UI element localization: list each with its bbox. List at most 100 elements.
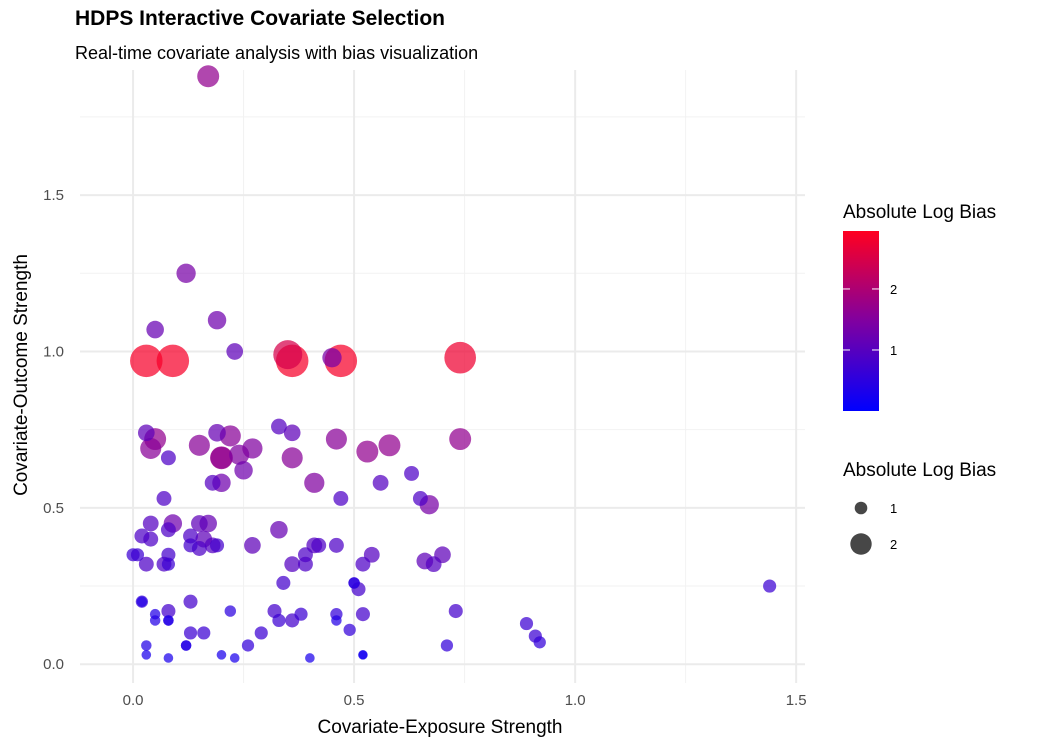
data-point (244, 537, 261, 554)
data-point (241, 639, 255, 652)
data-point (331, 615, 342, 626)
size-legend-key (854, 501, 868, 515)
chart-title: HDPS Interactive Covariate Selection (75, 7, 445, 30)
data-point (294, 607, 308, 621)
data-point (328, 537, 344, 553)
data-point (163, 653, 174, 663)
x-axis-title: Covariate-Exposure Strength (317, 717, 562, 738)
data-point (343, 623, 356, 636)
chart-subtitle: Real-time covariate analysis with bias v… (75, 43, 479, 63)
data-point (188, 434, 210, 456)
data-point (254, 626, 268, 640)
data-point (137, 424, 155, 442)
data-point (160, 522, 176, 538)
data-point (325, 428, 347, 450)
data-point (156, 491, 172, 506)
data-point (208, 424, 226, 442)
data-point (207, 310, 227, 330)
data-point (136, 596, 148, 607)
data-point (197, 626, 211, 640)
data-point (270, 520, 288, 539)
color-bar-ticks: 12 (843, 282, 897, 358)
data-point (183, 594, 198, 609)
data-point (126, 548, 140, 562)
size-legend-label: 1 (890, 501, 897, 516)
size-legend-entries: 12 (850, 501, 897, 555)
data-point (161, 604, 176, 619)
x-axis-ticks: 0.0 0.5 1.0 1.5 (123, 692, 807, 709)
data-point (234, 461, 253, 480)
color-bar (843, 231, 879, 411)
data-point (348, 577, 360, 589)
data-point (297, 547, 313, 563)
data-point (161, 557, 175, 571)
data-points (126, 65, 777, 663)
data-point (305, 653, 315, 663)
y-tick-label: 1.0 (43, 343, 64, 360)
legend: Absolute Log Bias 12 Absolute Log Bias 1… (843, 202, 996, 555)
data-point (216, 650, 227, 660)
data-point (191, 515, 208, 532)
data-point (160, 450, 176, 466)
data-point (311, 537, 327, 553)
data-point (210, 538, 225, 553)
data-point (271, 418, 287, 435)
y-axis-title: Covariate-Outcome Strength (11, 254, 32, 496)
data-point (197, 65, 220, 88)
data-point (156, 344, 190, 378)
data-point (163, 615, 174, 626)
x-tick-label: 1.0 (565, 692, 586, 709)
data-point (355, 556, 371, 572)
data-point (140, 437, 162, 459)
data-point (224, 605, 237, 617)
data-point (204, 474, 221, 491)
data-point (440, 639, 454, 652)
color-bar-tick-label: 2 (890, 282, 897, 297)
data-point (130, 344, 163, 378)
data-point (273, 340, 303, 370)
data-point (272, 613, 286, 628)
color-legend-title: Absolute Log Bias (843, 202, 996, 223)
data-point (176, 263, 196, 283)
x-tick-label: 1.5 (786, 692, 807, 709)
data-point (284, 556, 301, 573)
data-point (242, 438, 263, 459)
data-point (141, 640, 152, 651)
data-point (356, 440, 379, 463)
data-point (322, 348, 342, 368)
y-tick-label: 1.5 (43, 187, 64, 204)
data-point (533, 636, 546, 649)
data-point (372, 474, 389, 491)
data-point (449, 428, 472, 451)
data-point (226, 343, 244, 360)
data-point (146, 320, 164, 339)
data-point (448, 604, 463, 619)
data-point (378, 434, 401, 457)
data-point (138, 556, 154, 572)
y-axis-ticks: 0.0 0.5 1.0 1.5 (43, 187, 64, 673)
data-point (161, 547, 176, 562)
data-point (355, 607, 370, 622)
data-point (412, 491, 428, 506)
data-point (276, 575, 291, 590)
data-point (519, 616, 534, 631)
data-point (404, 465, 420, 481)
data-point (180, 640, 192, 651)
data-point (304, 472, 325, 493)
data-point (281, 447, 303, 469)
data-point (141, 650, 152, 660)
color-bar-tick-label: 1 (890, 343, 897, 358)
x-tick-label: 0.5 (344, 692, 365, 709)
data-point (143, 531, 159, 547)
size-legend-title: Absolute Log Bias (843, 460, 996, 481)
data-point (229, 653, 240, 663)
x-tick-label: 0.0 (123, 692, 144, 709)
data-point (142, 515, 159, 532)
size-legend-label: 2 (890, 537, 897, 552)
grid-lines (80, 70, 805, 683)
data-point (763, 579, 777, 593)
data-point (183, 626, 198, 640)
data-point (149, 615, 161, 626)
data-point (210, 446, 233, 469)
